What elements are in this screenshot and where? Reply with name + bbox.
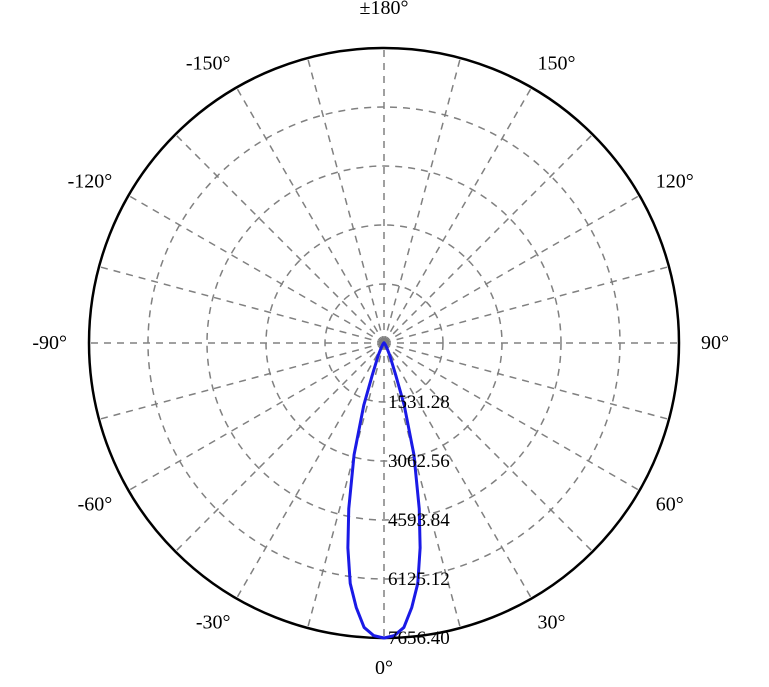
radial-label: 6125.12 — [388, 569, 450, 590]
angle-label: 0° — [375, 657, 393, 679]
polar-chart-container: 0° 30° 60° 90° 120° 150° ±180° -150° -120° -90° -6… — [0, 0, 769, 687]
angle-label: 90° — [701, 332, 729, 354]
radial-label: 3062.56 — [388, 451, 450, 472]
angle-label: 30° — [538, 612, 566, 634]
radial-label: 7656.40 — [388, 628, 450, 649]
angle-label: -60° — [78, 494, 113, 516]
polar-chart: 0° 30° 60° 90° 120° 150° ±180° -150° -120° -90° -6… — [0, 0, 769, 687]
angle-label: 120° — [656, 171, 694, 193]
radial-label: 1531.28 — [388, 392, 450, 413]
angle-label: 60° — [656, 494, 684, 516]
angle-label: -120° — [68, 171, 113, 193]
angle-label: -150° — [186, 52, 231, 74]
angle-label: ±180° — [360, 0, 409, 19]
angle-label: -30° — [196, 612, 231, 634]
angle-label: 150° — [538, 52, 576, 74]
angle-label: -90° — [32, 332, 67, 354]
radial-label: 4593.84 — [388, 510, 450, 531]
